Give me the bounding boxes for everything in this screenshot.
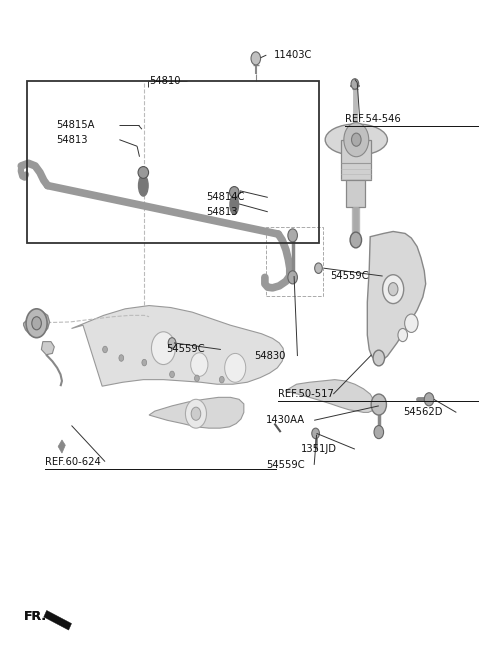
Text: REF.50-517: REF.50-517	[278, 389, 334, 399]
Circle shape	[424, 393, 434, 406]
Text: 54559C: 54559C	[266, 460, 305, 470]
Ellipse shape	[229, 187, 239, 198]
Bar	[341, 140, 371, 180]
Text: 1430AA: 1430AA	[266, 415, 305, 425]
Circle shape	[351, 133, 361, 147]
Circle shape	[344, 123, 369, 157]
Circle shape	[32, 317, 41, 330]
Circle shape	[168, 338, 176, 348]
Ellipse shape	[138, 167, 149, 178]
Text: FR.: FR.	[24, 610, 47, 623]
Ellipse shape	[230, 194, 239, 214]
Bar	[266, 227, 323, 296]
Circle shape	[191, 353, 208, 376]
Text: 11403C: 11403C	[274, 50, 312, 60]
Polygon shape	[72, 306, 284, 386]
Circle shape	[351, 79, 359, 89]
Circle shape	[185, 399, 206, 428]
Text: 54559C: 54559C	[330, 271, 369, 281]
Circle shape	[225, 353, 246, 382]
Polygon shape	[367, 231, 426, 361]
Circle shape	[383, 275, 404, 304]
Polygon shape	[286, 380, 375, 413]
Circle shape	[315, 263, 323, 273]
Bar	[27, 81, 319, 243]
Text: 54813: 54813	[56, 135, 87, 145]
Circle shape	[373, 350, 384, 366]
Polygon shape	[24, 312, 49, 336]
Ellipse shape	[139, 175, 148, 196]
Circle shape	[371, 394, 386, 415]
Polygon shape	[41, 342, 54, 355]
Circle shape	[288, 271, 298, 284]
Circle shape	[388, 283, 398, 296]
Text: 54830: 54830	[254, 351, 286, 361]
Text: 54813: 54813	[206, 207, 238, 217]
Circle shape	[350, 232, 361, 248]
Text: 54559C: 54559C	[166, 344, 204, 355]
Circle shape	[191, 407, 201, 420]
Text: 54814C: 54814C	[206, 193, 245, 202]
Circle shape	[152, 332, 175, 365]
Circle shape	[119, 355, 124, 361]
Polygon shape	[44, 610, 72, 630]
Text: 1351JD: 1351JD	[301, 444, 337, 454]
Circle shape	[194, 375, 199, 382]
Text: 54815A: 54815A	[56, 120, 94, 130]
Circle shape	[251, 52, 261, 65]
Circle shape	[169, 371, 174, 378]
Circle shape	[374, 426, 384, 439]
Circle shape	[312, 428, 320, 439]
Circle shape	[398, 328, 408, 342]
Circle shape	[103, 346, 108, 353]
Circle shape	[26, 309, 47, 338]
Circle shape	[219, 376, 224, 383]
Ellipse shape	[325, 124, 387, 156]
Text: 54562D: 54562D	[403, 407, 442, 417]
Circle shape	[405, 314, 418, 332]
Text: 54810: 54810	[149, 76, 180, 85]
Circle shape	[142, 359, 147, 366]
Polygon shape	[149, 397, 244, 428]
Text: FR.: FR.	[24, 610, 47, 623]
Text: REF.54-546: REF.54-546	[345, 114, 401, 124]
Circle shape	[288, 229, 298, 242]
Polygon shape	[58, 440, 65, 453]
Text: REF.60-624: REF.60-624	[45, 457, 100, 466]
Bar	[346, 180, 365, 206]
